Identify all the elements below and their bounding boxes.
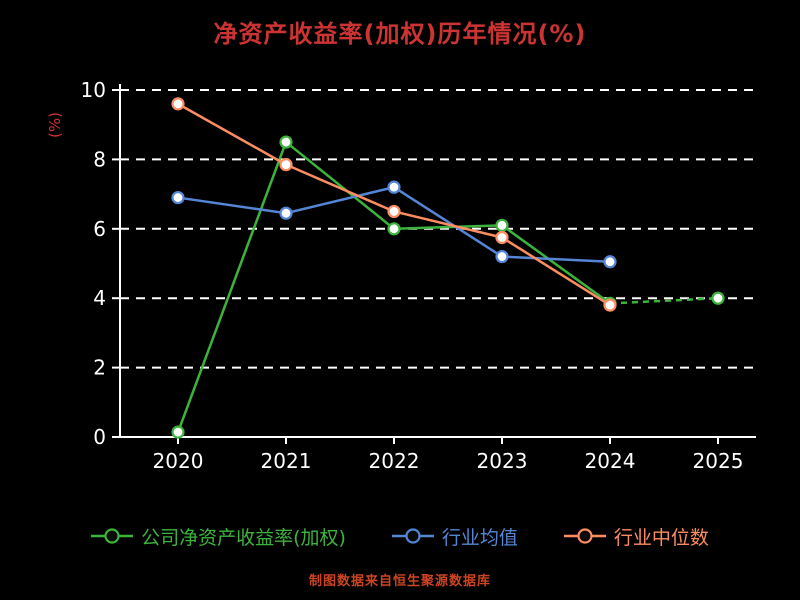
y-tick-label: 8	[93, 147, 106, 171]
series-line-dashed	[609, 296, 719, 305]
legend-marker-icon	[91, 528, 134, 544]
y-tick-label: 0	[93, 425, 106, 449]
x-tick-label: 2025	[693, 449, 744, 473]
x-tick-label: 2021	[261, 449, 312, 473]
data-point-marker	[387, 204, 401, 219]
chart-legend: 公司净资产收益率(加权) 行业均值 行业中位数	[0, 516, 800, 556]
legend-item: 行业中位数	[563, 523, 709, 550]
data-point-marker	[603, 255, 617, 269]
y-axis-title: (%)	[46, 112, 64, 138]
y-tick-label: 6	[93, 217, 106, 241]
x-tick-label: 2024	[585, 449, 636, 473]
data-point-marker	[495, 218, 509, 232]
data-point-marker	[279, 135, 293, 149]
legend-label: 行业均值	[441, 526, 518, 549]
y-tick-label: 2	[93, 356, 106, 380]
legend-marker-icon	[391, 528, 434, 544]
legend-label: 行业中位数	[613, 526, 709, 549]
data-point-marker	[495, 249, 509, 264]
data-point-marker	[387, 180, 401, 194]
data-point-marker	[603, 298, 617, 312]
legend-marker-icon	[563, 528, 606, 544]
data-point-marker	[279, 158, 293, 172]
data-point-marker	[711, 291, 725, 305]
legend-item: 公司净资产收益率(加权)	[91, 523, 346, 550]
data-point-marker	[495, 230, 509, 245]
legend-label: 公司净资产收益率(加权)	[141, 526, 346, 549]
data-point-marker	[171, 97, 185, 111]
y-tick-label: 10	[81, 78, 106, 102]
chart-title: 净资产收益率(加权)历年情况(%)	[213, 20, 587, 48]
x-tick-label: 2022	[369, 449, 420, 473]
data-point-marker	[171, 425, 185, 439]
chart-source-note: 制图数据来自恒生聚源数据库	[308, 574, 491, 589]
data-point-marker	[171, 190, 185, 205]
data-point-marker	[279, 206, 293, 220]
x-tick-label: 2020	[153, 449, 204, 473]
y-tick-label: 4	[93, 286, 106, 310]
legend-item: 行业均值	[391, 523, 518, 550]
data-point-marker	[387, 222, 401, 236]
x-tick-label: 2023	[477, 449, 528, 473]
series-line	[177, 102, 611, 307]
